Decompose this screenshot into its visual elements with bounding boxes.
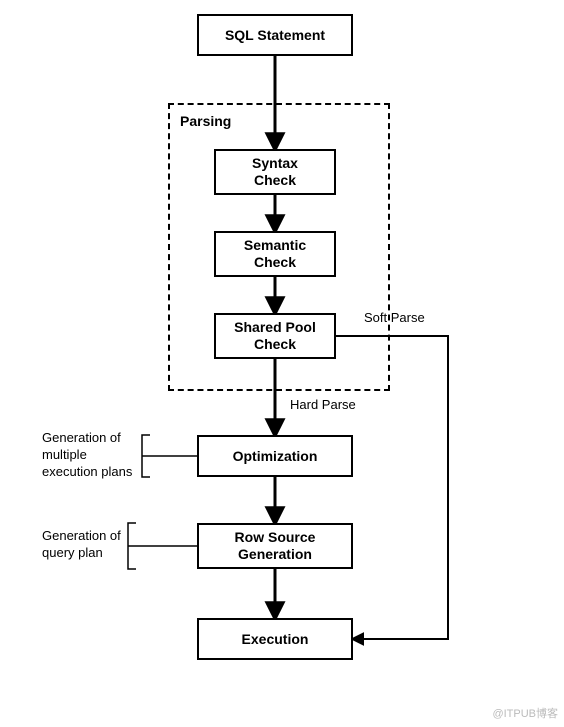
node-semantic-check: Semantic Check [214,231,336,277]
parsing-group-label: Parsing [180,113,231,129]
node-row-source-generation: Row Source Generation [197,523,353,569]
side-bracket-0 [142,435,197,477]
side-bracket-1 [128,523,197,569]
node-shared-pool-check: Shared Pool Check [214,313,336,359]
watermark: @ITPUB博客 [492,705,558,721]
node-sql-statement: SQL Statement [197,14,353,56]
node-syntax-check: Syntax Check [214,149,336,195]
side-label-1: Generation of query plan [42,528,121,562]
node-execution: Execution [197,618,353,660]
sql-processing-flowchart: Parsing SQL Statement Syntax Check Seman… [0,0,564,727]
side-label-0: Generation of multiple execution plans [42,430,132,481]
edge-label-soft-parse: Soft Parse [364,310,425,325]
edge-label-hard-parse: Hard Parse [290,397,356,412]
node-optimization: Optimization [197,435,353,477]
